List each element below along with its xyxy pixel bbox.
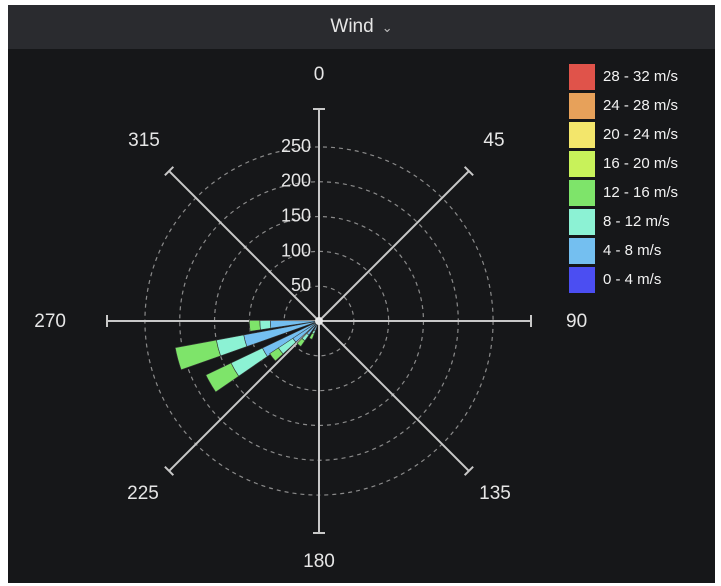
legend-item: 8 - 12 m/s <box>569 207 709 236</box>
radial-tick-label: 250 <box>281 136 311 156</box>
direction-label: 45 <box>483 130 504 151</box>
direction-axis-tick <box>463 166 474 177</box>
legend-item: 20 - 24 m/s <box>569 120 709 149</box>
direction-axis <box>168 170 320 322</box>
wind-rose-wedge-segment <box>308 332 315 340</box>
legend-swatch <box>569 179 595 206</box>
wind-rose-wedge-segment <box>259 320 272 331</box>
radial-tick-label: 100 <box>281 240 311 260</box>
legend-item: 4 - 8 m/s <box>569 236 709 265</box>
direction-axis <box>318 320 470 472</box>
legend-label: 24 - 28 m/s <box>603 97 679 114</box>
wind-rose-wedge-segment <box>249 320 261 332</box>
legend-label: 20 - 24 m/s <box>603 126 679 143</box>
direction-label: 315 <box>128 130 160 151</box>
direction-label: 135 <box>479 483 511 504</box>
direction-axis-tick <box>164 166 175 177</box>
panel-title: Wind <box>330 16 374 37</box>
direction-axis <box>318 170 470 322</box>
wind-rose-wedge-segment <box>230 347 268 377</box>
legend-item: 0 - 4 m/s <box>569 265 709 294</box>
direction-label: 270 <box>34 311 66 332</box>
chart-legend: 28 - 32 m/s 24 - 28 m/s 20 - 24 m/s 16 - 20… <box>569 62 709 294</box>
direction-axis <box>168 320 320 472</box>
wind-rose-chart: 50 100 150 200 250 0 45 90 135 180 225 270 315 <box>34 64 587 572</box>
legend-swatch <box>569 121 595 148</box>
legend-label: 4 - 8 m/s <box>603 242 662 259</box>
legend-label: 12 - 16 m/s <box>603 184 679 201</box>
legend-item: 24 - 28 m/s <box>569 91 709 120</box>
legend-item: 28 - 32 m/s <box>569 62 709 91</box>
legend-label: 16 - 20 m/s <box>603 155 679 172</box>
direction-label: 90 <box>566 311 587 332</box>
center-marker <box>315 317 323 325</box>
legend-swatch <box>569 63 595 90</box>
radial-tick-label: 150 <box>281 206 311 226</box>
legend-label: 28 - 32 m/s <box>603 68 679 85</box>
wind-rose-wedge-segment <box>174 339 221 371</box>
radial-tick-label: 50 <box>291 275 311 295</box>
wind-rose-wedge-segment <box>215 334 248 357</box>
legend-item: 16 - 20 m/s <box>569 149 709 178</box>
direction-axis-tick <box>164 465 175 476</box>
legend-swatch <box>569 237 595 264</box>
radial-tick-label: 200 <box>281 171 311 191</box>
legend-label: 8 - 12 m/s <box>603 213 670 230</box>
wind-rose-wedge-segment <box>296 337 306 347</box>
wind-rose-panel: Wind ⌄ 50 100 150 200 250 0 45 90 135 180 225 270 31… <box>8 5 715 583</box>
direction-label: 225 <box>127 483 159 504</box>
direction-axis-tick <box>463 465 474 476</box>
legend-swatch <box>569 208 595 235</box>
legend-swatch <box>569 266 595 293</box>
direction-label: 180 <box>303 551 335 572</box>
legend-label: 0 - 4 m/s <box>603 271 662 288</box>
legend-swatch <box>569 150 595 177</box>
panel-header[interactable]: Wind ⌄ <box>8 5 715 49</box>
wind-rose-wedge-segment <box>205 362 240 393</box>
legend-item: 12 - 16 m/s <box>569 178 709 207</box>
chevron-down-icon[interactable]: ⌄ <box>381 20 393 35</box>
wind-rose-wedge-segment <box>269 347 284 362</box>
legend-swatch <box>569 92 595 119</box>
direction-label: 0 <box>314 64 325 85</box>
